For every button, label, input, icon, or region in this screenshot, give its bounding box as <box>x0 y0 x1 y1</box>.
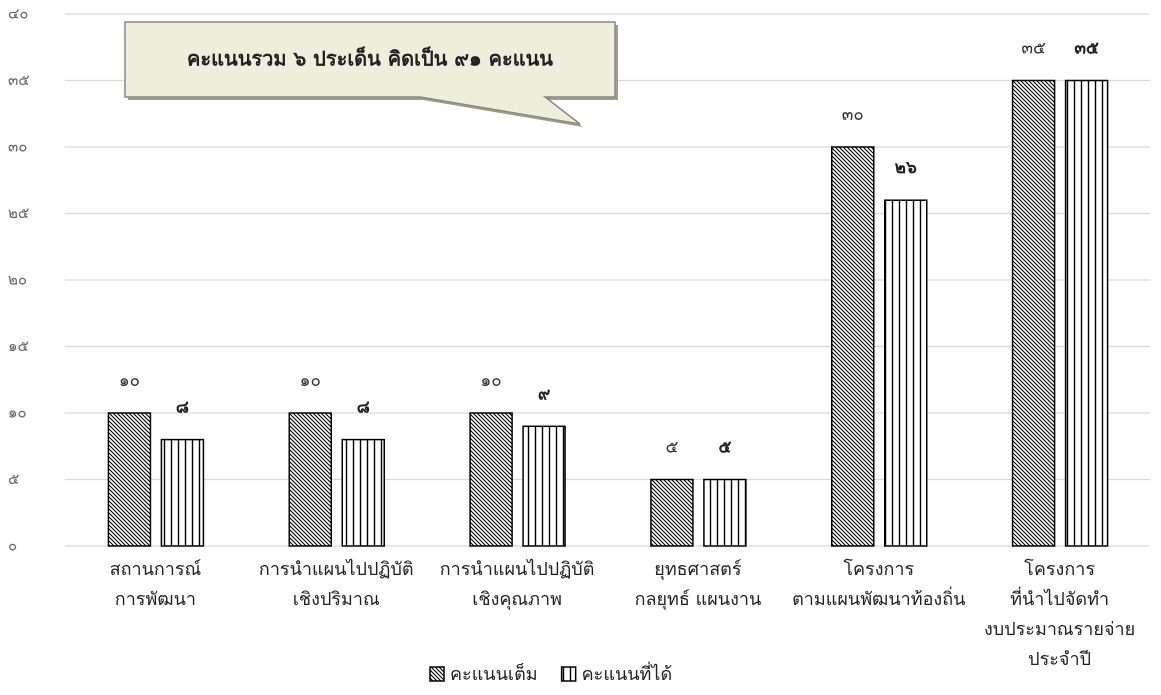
legend-swatch <box>429 666 445 682</box>
x-tick-label: งบประมาณรายจ่าย <box>984 619 1135 640</box>
value-label: ๒๖ <box>895 158 917 178</box>
y-tick-label: ๐ <box>8 537 17 555</box>
x-tick-label: การพัฒนา <box>115 589 196 610</box>
value-label: ๑๐ <box>300 371 321 391</box>
y-tick-label: ๓๐ <box>8 138 27 156</box>
y-tick-label: ๑๐ <box>8 404 27 422</box>
x-tick-label: ประจำปี <box>1028 649 1091 670</box>
x-tick-label: ยุทธศาสตร์ <box>654 559 742 580</box>
bar <box>650 478 694 547</box>
bar <box>522 425 566 547</box>
value-label: ๕ <box>665 438 678 458</box>
x-tick-label: การนำแผนไปปฏิบัติ <box>259 558 414 580</box>
value-label: ๘ <box>176 398 189 418</box>
y-tick-label: ๑๕ <box>8 337 29 355</box>
annotation-text: คะแนนรวม ๖ ประเด็น คิดเป็น ๙๑ คะแนน <box>187 46 553 71</box>
bar <box>1011 79 1056 547</box>
bar <box>1064 79 1109 547</box>
bar <box>341 438 385 547</box>
y-tick-label: ๒๐ <box>8 271 27 289</box>
x-tick-label: ที่นำไปจัดทำ <box>1010 586 1109 610</box>
legend-label: คะแนนเต็ม <box>450 662 538 685</box>
x-tick-label: เชิงคุณภาพ <box>472 589 562 610</box>
legend-swatch <box>560 666 577 682</box>
x-tick-label: โครงการ <box>1024 558 1095 580</box>
x-tick-label: โครงการ <box>843 558 914 580</box>
bar <box>288 412 332 547</box>
bar <box>107 412 152 547</box>
y-tick-label: ๕ <box>8 470 19 488</box>
bar <box>469 412 513 547</box>
annotation: คะแนนรวม ๖ ประเด็น คิดเป็น ๙๑ คะแนน <box>124 21 618 127</box>
value-label: ๑๐ <box>480 371 501 391</box>
x-tick-label: เชิงปริมาณ <box>293 589 380 610</box>
x-tick-label: ตามแผนพัฒนาท้องถิ่น <box>792 586 965 610</box>
bar <box>703 478 747 547</box>
y-tick-label: ๔๐ <box>8 5 29 23</box>
value-label: ๓๕ <box>1021 39 1046 59</box>
legend-label: คะแนนที่ได้ <box>582 661 673 685</box>
x-tick-label: สถานการณ์ <box>110 559 202 580</box>
value-label: ๕ <box>718 438 731 458</box>
y-tick-label: ๓๕ <box>8 71 30 89</box>
x-tick-label: กลยุทธ์ แผนงาน <box>635 589 762 610</box>
value-label: ๓๐ <box>842 105 864 125</box>
y-tick-label: ๒๕ <box>8 204 29 222</box>
value-label: ๓๕ <box>1074 39 1099 59</box>
x-tick-label: การนำแผนไปปฏิบัติ <box>440 558 595 580</box>
bar <box>831 146 875 547</box>
bar <box>160 438 205 547</box>
bar <box>884 199 928 547</box>
value-label: ๘ <box>357 398 370 418</box>
value-label: ๙ <box>538 384 550 404</box>
value-label: ๑๐ <box>119 371 140 391</box>
